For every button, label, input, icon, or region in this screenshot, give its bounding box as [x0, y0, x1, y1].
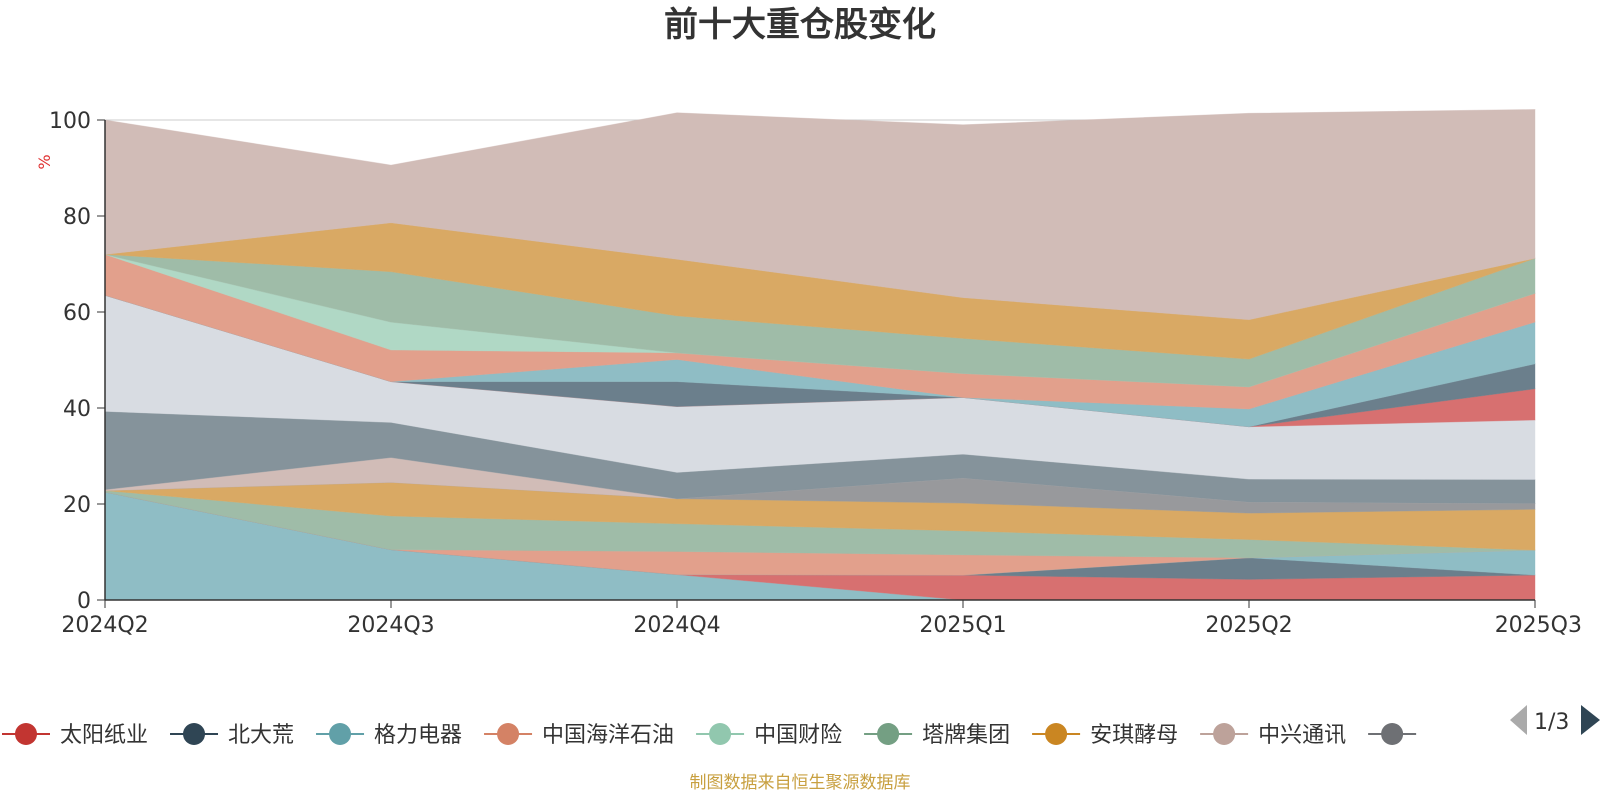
legend-marker-icon [15, 723, 37, 745]
legend-next-page-icon[interactable] [1581, 705, 1600, 735]
x-tick-label: 2024Q3 [347, 613, 434, 638]
stacked-areas [104, 109, 1536, 601]
y-tick-label: 100 [49, 109, 91, 134]
x-tick-label: 2024Q2 [61, 613, 148, 638]
legend-prev-page-icon[interactable] [1510, 705, 1527, 735]
legend-label: 安琪酵母 [1090, 723, 1178, 748]
legend-pager: 1/3 [1510, 705, 1600, 735]
y-tick-label: 20 [63, 493, 91, 518]
legend-item[interactable]: 中兴通讯 [1200, 723, 1346, 748]
x-tick-label: 2025Q1 [919, 613, 1006, 638]
legend-item[interactable]: 格力电器 [316, 723, 462, 748]
legend-item[interactable]: 中国财险 [696, 723, 842, 748]
legend-label: 北大荒 [228, 723, 294, 748]
axes: 0 20 40 60 80 100 2024Q2 2024Q3 2024Q4 2025Q1 2025… [49, 109, 1582, 638]
x-tick-label: 2024Q4 [633, 613, 720, 638]
y-tick-label: 0 [77, 589, 91, 614]
legend-label: 格力电器 [374, 723, 462, 748]
legend-page-indicator: 1/3 [1534, 710, 1569, 735]
legend: 太阳纸业 北大荒 格力电器 中国海洋石油 中国财险 塔牌集团 安琪酵母 中兴通讯 [2, 723, 1417, 748]
legend-item[interactable]: 塔牌集团 [864, 723, 1010, 748]
legend-item[interactable]: 太阳纸业 [2, 723, 148, 748]
area-band [104, 109, 1536, 321]
x-tick-label: 2025Q2 [1205, 613, 1292, 638]
legend-marker-icon [183, 723, 206, 745]
legend-label: 中国海洋石油 [542, 723, 674, 748]
y-tick-label: 80 [63, 205, 91, 230]
legend-item[interactable]: 安琪酵母 [1032, 723, 1178, 748]
data-source-note: 制图数据来自恒生聚源数据库 [690, 773, 911, 793]
legend-marker-icon [1381, 723, 1404, 745]
y-tick-label: 40 [63, 397, 91, 422]
legend-label: 塔牌集团 [922, 723, 1010, 748]
chart-title: 前十大重仓股变化 [664, 5, 936, 45]
x-tick-label: 2025Q3 [1495, 613, 1582, 638]
legend-label: 中国财险 [754, 723, 842, 748]
legend-item[interactable]: 北大荒 [170, 723, 294, 748]
y-axis-unit-label: % [35, 154, 54, 169]
legend-marker-icon [1213, 723, 1236, 745]
legend-item[interactable]: 中国海洋石油 [484, 723, 674, 748]
legend-marker-icon [497, 723, 520, 745]
y-tick-label: 60 [63, 301, 91, 326]
legend-marker-icon [329, 723, 352, 745]
legend-marker-icon [877, 723, 900, 745]
legend-item[interactable] [1368, 723, 1417, 745]
legend-label: 太阳纸业 [60, 723, 148, 748]
legend-marker-icon [709, 723, 732, 745]
legend-marker-icon [1045, 723, 1068, 745]
legend-label: 中兴通讯 [1258, 723, 1346, 748]
